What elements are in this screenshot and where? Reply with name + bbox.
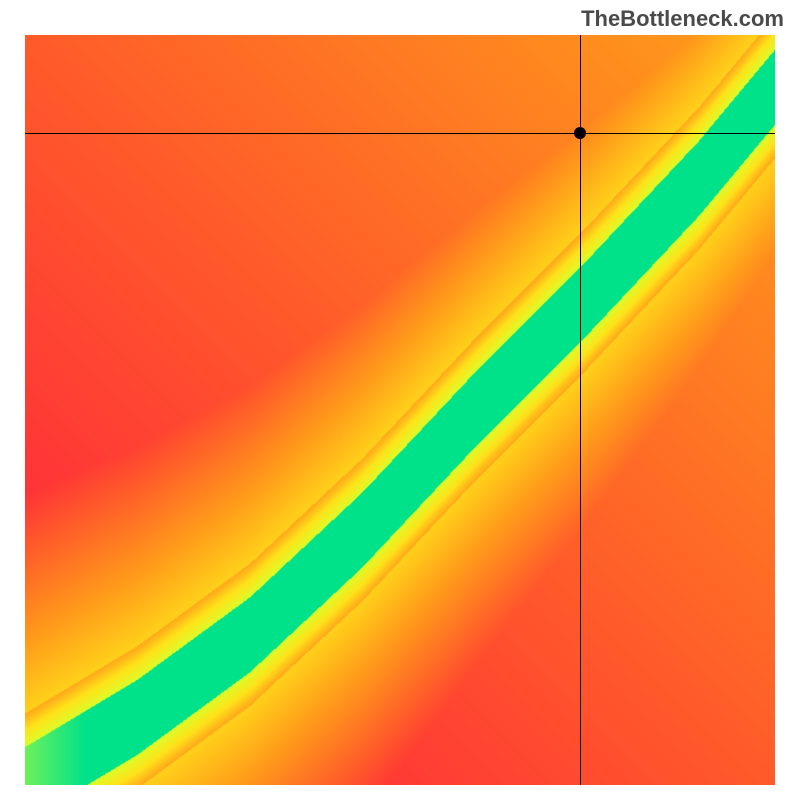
watermark-text: TheBottleneck.com	[581, 6, 784, 32]
plot-area	[25, 35, 775, 785]
crosshair-horizontal	[25, 133, 775, 134]
crosshair-vertical	[580, 35, 581, 785]
crosshair-marker	[574, 127, 586, 139]
bottleneck-heatmap	[25, 35, 775, 785]
